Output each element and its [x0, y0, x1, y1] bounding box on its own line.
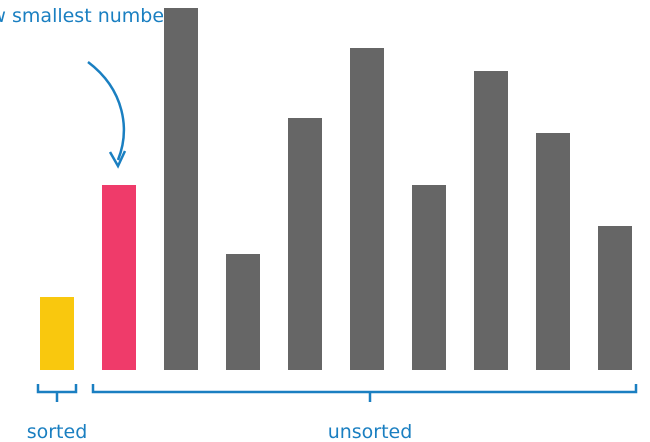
bar [164, 8, 198, 370]
bar [226, 254, 260, 370]
bar [350, 48, 384, 370]
bar [536, 133, 570, 370]
bar [412, 185, 446, 370]
bar [288, 118, 322, 370]
bar [40, 297, 74, 370]
annotation: New smallest number! [0, 5, 179, 27]
unsorted-bracket [91, 384, 638, 402]
bar [102, 185, 136, 370]
sorted-bracket [36, 384, 78, 402]
group-label: unsorted [328, 421, 413, 442]
group-label: sorted [27, 421, 88, 442]
annotation-arrow [87, 61, 125, 161]
bar [474, 71, 508, 370]
bar [598, 226, 632, 370]
arrow-head [108, 150, 127, 169]
